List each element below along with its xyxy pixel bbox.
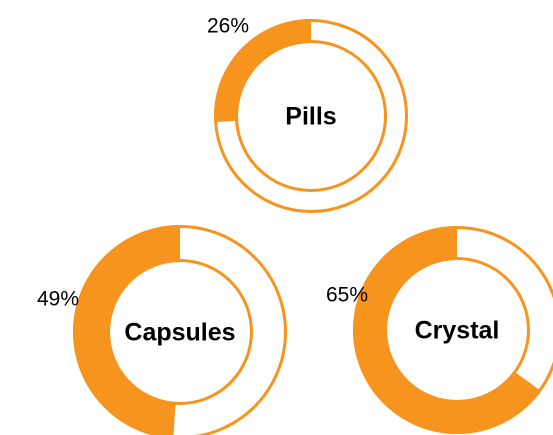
donut-title: Crystal [415,317,500,345]
value-label: 49% [37,288,79,311]
donut-segment [73,225,180,435]
donut-segment [353,226,542,435]
donut-title: Pills [285,103,336,131]
value-label: 65% [326,284,368,307]
donut-title: Capsules [124,319,235,347]
value-label: 26% [207,15,249,38]
donut-segment [214,19,311,123]
